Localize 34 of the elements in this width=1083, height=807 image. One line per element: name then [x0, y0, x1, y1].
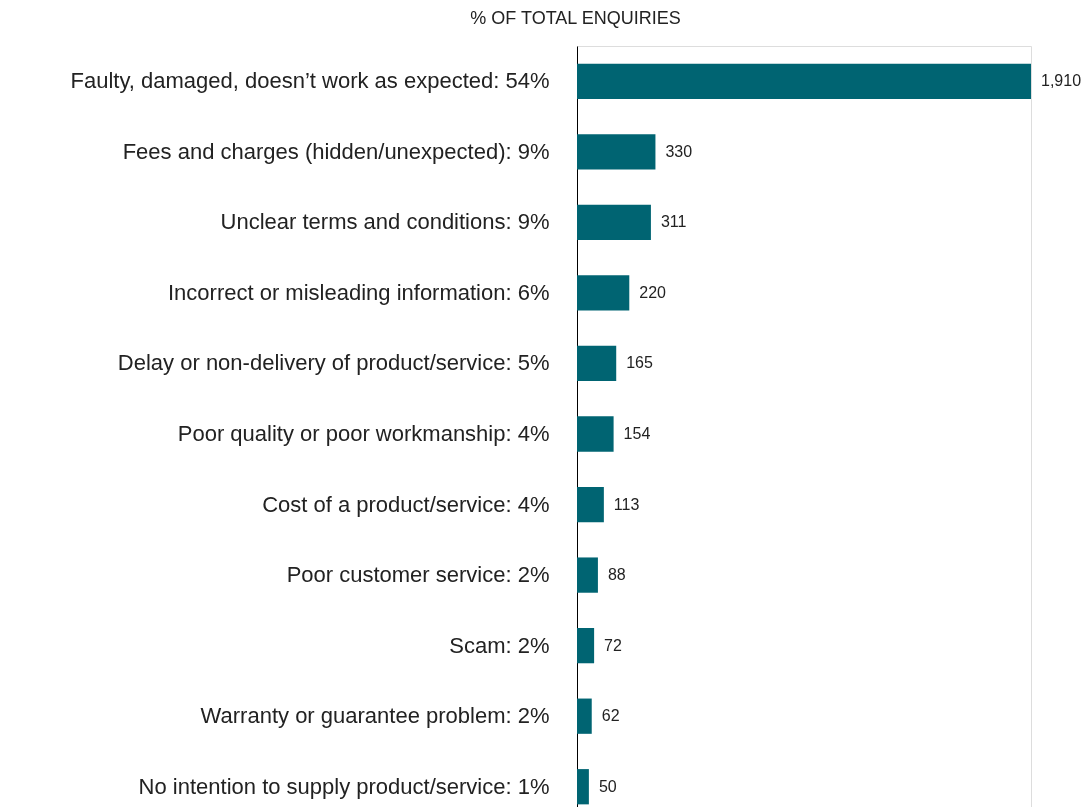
data-label: 311: [660, 213, 687, 231]
bar: [577, 769, 589, 805]
data-label: 62: [601, 707, 620, 725]
bar: [577, 204, 651, 240]
data-label: 330: [665, 142, 693, 160]
y-tick-label: Incorrect or misleading information: 6%: [168, 279, 550, 305]
data-label: 1,910: [1041, 72, 1082, 90]
data-label: 88: [607, 566, 626, 584]
y-tick-label: Poor quality or poor workmanship: 4%: [177, 421, 550, 446]
bar: [577, 698, 592, 734]
y-tick-label: Unclear terms and conditions: 9%: [220, 209, 550, 235]
y-tick-label: Fees and charges (hidden/unexpected): 9%: [122, 138, 550, 164]
data-label: 165: [626, 354, 654, 372]
data-label: 154: [623, 425, 651, 442]
data-label: 113: [613, 495, 640, 513]
bar: [577, 134, 656, 170]
bar: [577, 416, 614, 452]
data-label: 50: [598, 777, 617, 795]
y-tick-label: Cost of a product/service: 4%: [262, 491, 550, 517]
bar: [577, 275, 630, 311]
y-tick-label: Faulty, damaged, doesn’t work as expected: 54%: [70, 68, 550, 94]
bar: [577, 63, 1031, 99]
bar: [577, 628, 595, 664]
bar: [577, 345, 617, 382]
y-tick-label: Poor customer service: 2%: [286, 562, 550, 588]
data-label: 220: [639, 283, 667, 301]
y-tick-label: Warranty or guarantee problem: 2%: [200, 703, 550, 729]
chart-title: % OF TOTAL ENQUIRIES: [470, 8, 681, 28]
y-tick-label: Scam: 2%: [449, 632, 550, 658]
bar: [577, 557, 598, 593]
y-tick-label: Delay or non-delivery of product/service: 5%: [117, 350, 550, 376]
data-label: 72: [604, 636, 623, 654]
bar: [577, 486, 604, 523]
y-tick-label: No intention to supply product/service: 1%: [138, 773, 550, 799]
